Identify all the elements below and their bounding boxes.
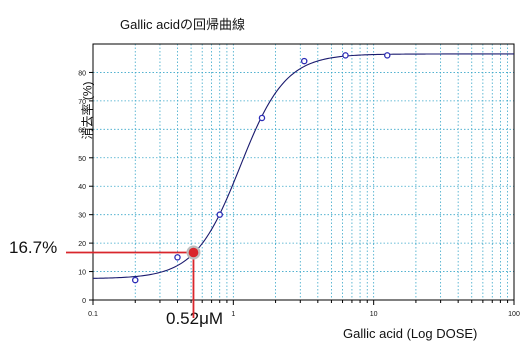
- data-point: [131, 276, 139, 284]
- x-axis-label: Gallic acid (Log DOSE): [343, 326, 478, 341]
- plot-frame: [92, 43, 515, 301]
- y-tick-label: 60: [78, 127, 86, 134]
- data-point: [342, 52, 349, 59]
- data-point: [174, 254, 181, 261]
- data-point: [300, 57, 308, 65]
- y-tick-label: 0: [82, 298, 86, 305]
- fit-curve: [92, 53, 514, 279]
- y-tick-label: 20: [78, 241, 86, 248]
- x-tick-label: 1: [231, 311, 235, 318]
- y-tick-label: 30: [78, 213, 86, 220]
- y-tick-label: 50: [78, 156, 86, 163]
- x-tick-label: 100: [508, 311, 520, 318]
- data-point: [384, 52, 391, 59]
- highlight-x-label: 0.52μM: [166, 309, 224, 328]
- highlight-y-label: 16.7%: [9, 238, 58, 257]
- data-point: [258, 114, 266, 122]
- chart-title: Gallic acidの回帰曲線: [120, 17, 245, 32]
- y-tick-label: 80: [78, 70, 86, 77]
- highlight-point: [188, 247, 199, 258]
- x-tick-label: 0.1: [88, 311, 98, 318]
- y-tick-label: 10: [78, 270, 86, 277]
- y-tick-label: 70: [78, 99, 86, 106]
- x-tick-label: 10: [370, 311, 378, 318]
- data-point: [216, 211, 223, 218]
- y-tick-label: 40: [78, 184, 86, 191]
